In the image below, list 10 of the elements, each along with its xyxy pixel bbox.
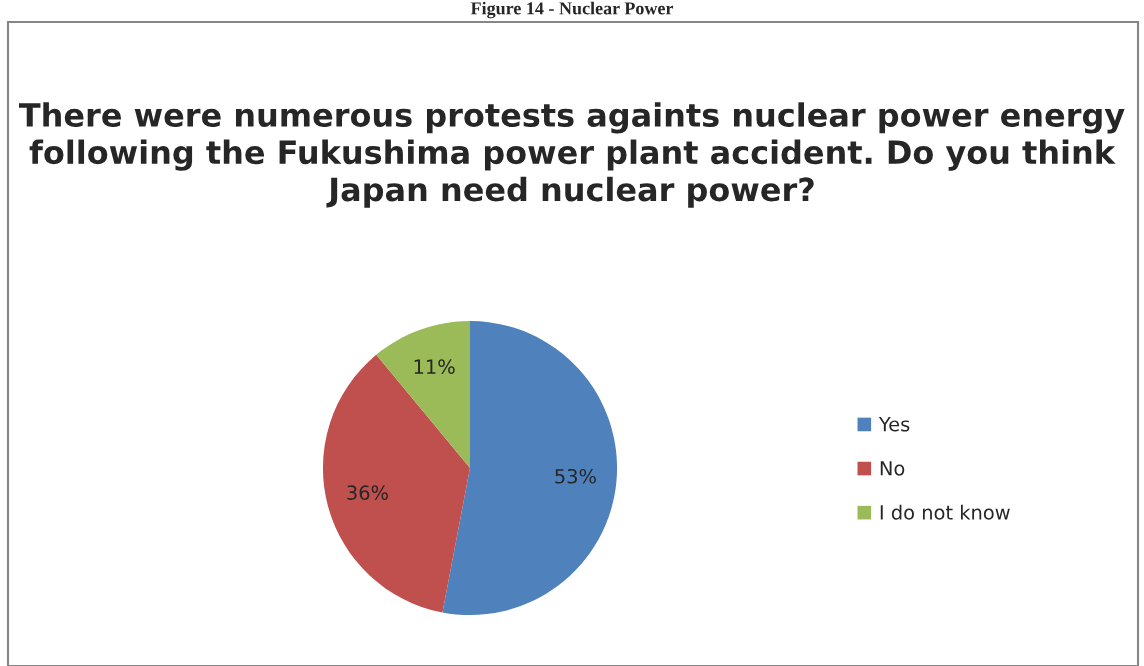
data-label: 53% xyxy=(555,468,596,484)
caption: Figure 14 - Nuclear Power xyxy=(470,1,674,19)
pie-slice xyxy=(322,354,470,613)
chart-title: There were numerous protests againts nuclear power energy following the Fukushima power plant accident. Do you think Japan need nuclear power? xyxy=(19,102,1125,208)
data-label: 36% xyxy=(347,485,388,500)
pie-slice xyxy=(376,320,470,468)
data-label: 11% xyxy=(414,359,455,375)
legend-label: I do not know xyxy=(880,504,1010,520)
legend-label: No xyxy=(880,461,905,476)
legend-label: Yes xyxy=(878,417,910,432)
